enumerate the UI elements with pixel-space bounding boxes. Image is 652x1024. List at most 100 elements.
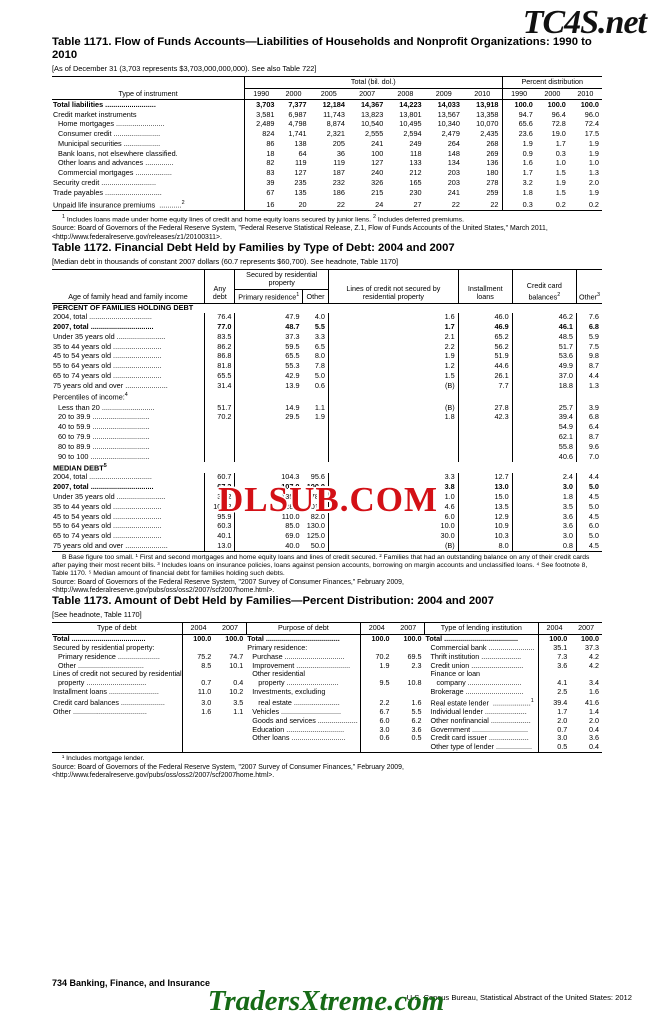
cell-empty (214, 726, 246, 735)
row-label: Investments, excluding (252, 687, 326, 697)
cell-value: 148 (447, 148, 460, 158)
cell-value: 100.0 (501, 99, 536, 110)
table-row: Goods and services .................... 6… (52, 716, 602, 726)
cell-value: 5.0 (314, 370, 325, 380)
row-label: 75 years old and over ..................… (53, 380, 168, 390)
table-1171-header-row-1: Type of instrument Total (bil. dol.) Per… (52, 76, 602, 101)
cell-empty (52, 743, 182, 752)
cell-value: 10,540 (360, 119, 384, 129)
cell-value: 0.4 (233, 678, 244, 688)
cell-empty (52, 726, 182, 735)
cell-value: 5.0 (575, 531, 602, 542)
cell-value: 2.4 (511, 473, 577, 483)
cell-value: 1.1 (233, 707, 244, 717)
cell-value: 212 (409, 168, 422, 178)
row-label: 40 to 59.9 ............................ (58, 422, 150, 432)
page-footer-right: U.S. Census Bureau, Statistical Abstract… (406, 993, 632, 1002)
cell-value: 4.4 (575, 371, 602, 382)
cell-value: 135.3 (234, 492, 303, 503)
cell-value (537, 670, 571, 680)
cell-value: 22 (490, 200, 499, 210)
row-label: 60 to 79.9 ............................ (58, 432, 150, 442)
cell-value: 165 (409, 178, 422, 188)
cell-value: 96.4 (551, 109, 566, 119)
cell-value: 100.0 (306, 482, 325, 492)
cell-value: 14,033 (437, 99, 460, 109)
cell-value: 0.3 (501, 198, 536, 211)
cell-value: 2.5 (537, 687, 571, 697)
cell-value: 3,581 (244, 110, 278, 120)
row-label: Total liabilities ......................… (53, 99, 156, 109)
row-label: Real estate lender ...................1 (430, 697, 534, 708)
th-2008: 2008 (386, 88, 425, 101)
cell-value: 51.7 (203, 403, 235, 413)
cell-empty (181, 725, 215, 735)
table-1172: Age of family head and family income Any… (52, 268, 602, 553)
cell-value: 69.5 (407, 651, 422, 661)
row-label: 2004, total ............................… (53, 312, 152, 322)
cell-value: 22 (336, 200, 345, 210)
t1172-fn: B Base figure too small. ¹ First and sec… (52, 554, 590, 578)
col-primary-sup: 1 (296, 292, 300, 299)
table-row: Under 35 years old .....................… (52, 332, 602, 342)
cell-value: 6.7 (359, 707, 393, 717)
cell-value: 14,223 (399, 99, 422, 109)
col-purpose-of-debt: Purpose of debt (245, 622, 361, 636)
cell-value: 56.2 (457, 342, 513, 352)
row-label: Trade payables .........................… (53, 187, 162, 197)
cell-value: 100 (371, 148, 384, 158)
cell-value: 39.4 (537, 696, 571, 709)
cell-value: 8.5 (181, 661, 215, 671)
table-row: Security credit ........................… (52, 178, 602, 189)
cell-value: 10.0 (327, 522, 459, 532)
cell-value: 3.5 (233, 698, 244, 708)
col-other3: Other3 (575, 269, 602, 305)
cell-value: 17.5 (584, 129, 599, 139)
row-label: Other type of lender .................. (430, 742, 532, 752)
col-primary-label: Primary residence (238, 292, 297, 302)
row-label: Other ................................. (58, 660, 144, 670)
cell-value: 67 (244, 188, 278, 198)
table-row: 45 to 54 years old .....................… (52, 352, 602, 362)
cell-value: 13,801 (399, 109, 422, 119)
cell-value: 7.6 (575, 313, 602, 323)
cell-value: 205 (332, 138, 345, 148)
table-row: Under 35 years old .....................… (52, 492, 602, 503)
cell-value (234, 452, 303, 462)
cell-value: 7.7 (457, 381, 513, 391)
cell-value: 0.5 (411, 733, 422, 743)
col-other3-sup: 3 (596, 292, 600, 299)
row-label: Improvement ........................... (252, 660, 351, 670)
cell-value: 1.3 (575, 381, 602, 391)
cell-value (511, 390, 577, 404)
cell-value (327, 432, 459, 443)
col-type-of-lending-institution: Type of lending institution (424, 622, 539, 636)
row-label: 2007, total ............................… (53, 482, 154, 492)
row-label: Government ............................ (430, 724, 528, 734)
table-1171: Type of instrument Total (bil. dol.) Per… (52, 76, 602, 212)
row-label: Consumer credit ....................... (58, 129, 161, 139)
cell-value: 2.2 (359, 696, 393, 709)
cell-value: 2,479 (441, 129, 460, 139)
cell-empty (181, 734, 215, 744)
cell-value: 5.0 (575, 482, 602, 493)
cell-value: 53.6 (511, 352, 577, 362)
cell-value: 8,874 (326, 119, 345, 129)
col-lines-of-credit: Lines of credit not secured by residenti… (327, 269, 459, 305)
watermark-bottom: TradersXtreme.com (207, 985, 445, 1017)
row-label: 35 to 44 years old .....................… (53, 341, 162, 351)
cell-empty (393, 743, 425, 752)
col-secured-group: Secured by residential property (234, 269, 329, 291)
table-row: 2004, total ............................… (52, 313, 602, 323)
table-row: Total ..................................… (52, 634, 602, 645)
cell-value: 1.9 (314, 412, 325, 422)
row-label: Other residential (252, 669, 306, 679)
row-label: Other loans ........................... (252, 733, 346, 743)
cell-value: 50.0 (310, 540, 325, 550)
table-1172-title: Table 1172. Financial Debt Held by Famil… (52, 241, 455, 254)
table-row: Municipal securities .................. 8… (52, 138, 602, 150)
cell-value: 0.2 (555, 200, 566, 210)
cell-value (303, 391, 329, 403)
cell-value: 40.0 (234, 541, 303, 552)
table-row: Bank loans, not elsewhere classified. 18 6… (52, 149, 602, 159)
